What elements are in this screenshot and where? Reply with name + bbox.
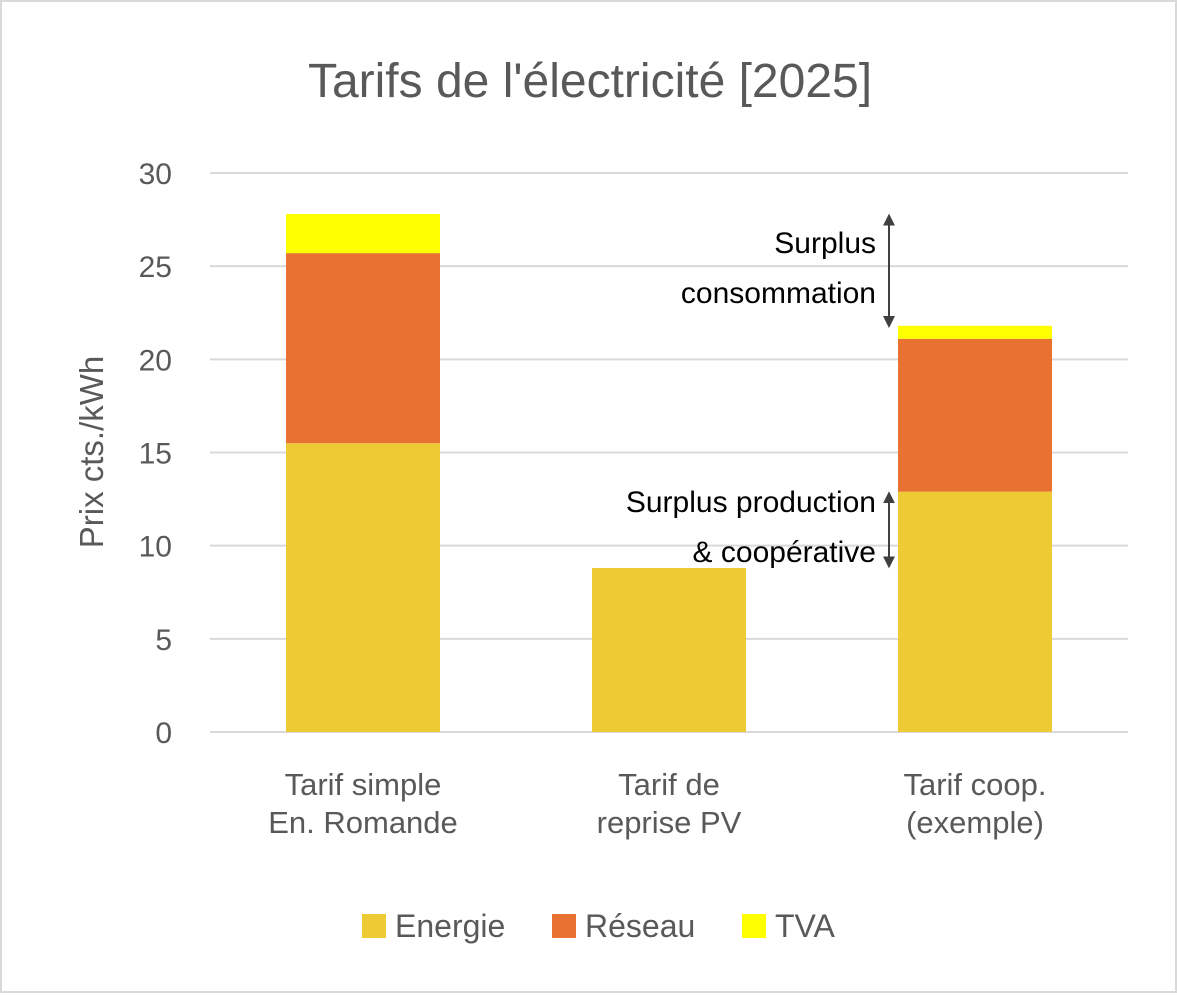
y-axis-title: Prix cts./kWh bbox=[73, 356, 110, 549]
annotation-label: Surplus production & coopérative bbox=[626, 486, 876, 569]
bar-tva-2 bbox=[898, 325, 1052, 339]
y-tick-label: 0 bbox=[155, 717, 172, 750]
legend-label: TVA bbox=[775, 908, 836, 944]
x-category-label: Tarif coop. (exemple) bbox=[903, 767, 1046, 840]
legend-swatch-tva bbox=[742, 914, 766, 938]
chart-title: Tarifs de l'électricité [2025] bbox=[308, 55, 872, 108]
bar-r-seau-2 bbox=[898, 338, 1052, 492]
y-tick-label: 15 bbox=[139, 438, 172, 471]
y-tick-label: 30 bbox=[139, 158, 172, 191]
bar-r-seau-0 bbox=[286, 253, 440, 444]
x-category-label: Tarif simple En. Romande bbox=[268, 767, 458, 840]
bar-tva-0 bbox=[286, 213, 440, 254]
bar-energie-1 bbox=[592, 568, 746, 732]
legend: Energie Réseau TVA bbox=[362, 908, 836, 944]
bars bbox=[286, 213, 1052, 732]
legend-swatch-energie bbox=[362, 914, 386, 938]
y-axis-ticks: 0 5 10 15 20 25 30 bbox=[139, 158, 172, 750]
bar-energie-0 bbox=[286, 443, 440, 732]
legend-label: Réseau bbox=[585, 908, 695, 944]
y-tick-label: 5 bbox=[155, 624, 172, 657]
y-tick-label: 20 bbox=[139, 344, 172, 377]
annotations: Surplus consommation Surplus production & c… bbox=[626, 213, 895, 569]
annotation-label: Surplus consommation bbox=[681, 227, 876, 310]
legend-swatch-r-seau bbox=[552, 914, 576, 938]
x-category-label: Tarif de reprise PV bbox=[597, 767, 742, 840]
y-tick-label: 10 bbox=[139, 531, 172, 564]
legend-label: Energie bbox=[395, 908, 505, 944]
y-tick-label: 25 bbox=[139, 251, 172, 284]
bar-energie-2 bbox=[898, 491, 1052, 732]
x-axis-categories: Tarif simple En. Romande Tarif de reprise P… bbox=[268, 767, 1046, 840]
